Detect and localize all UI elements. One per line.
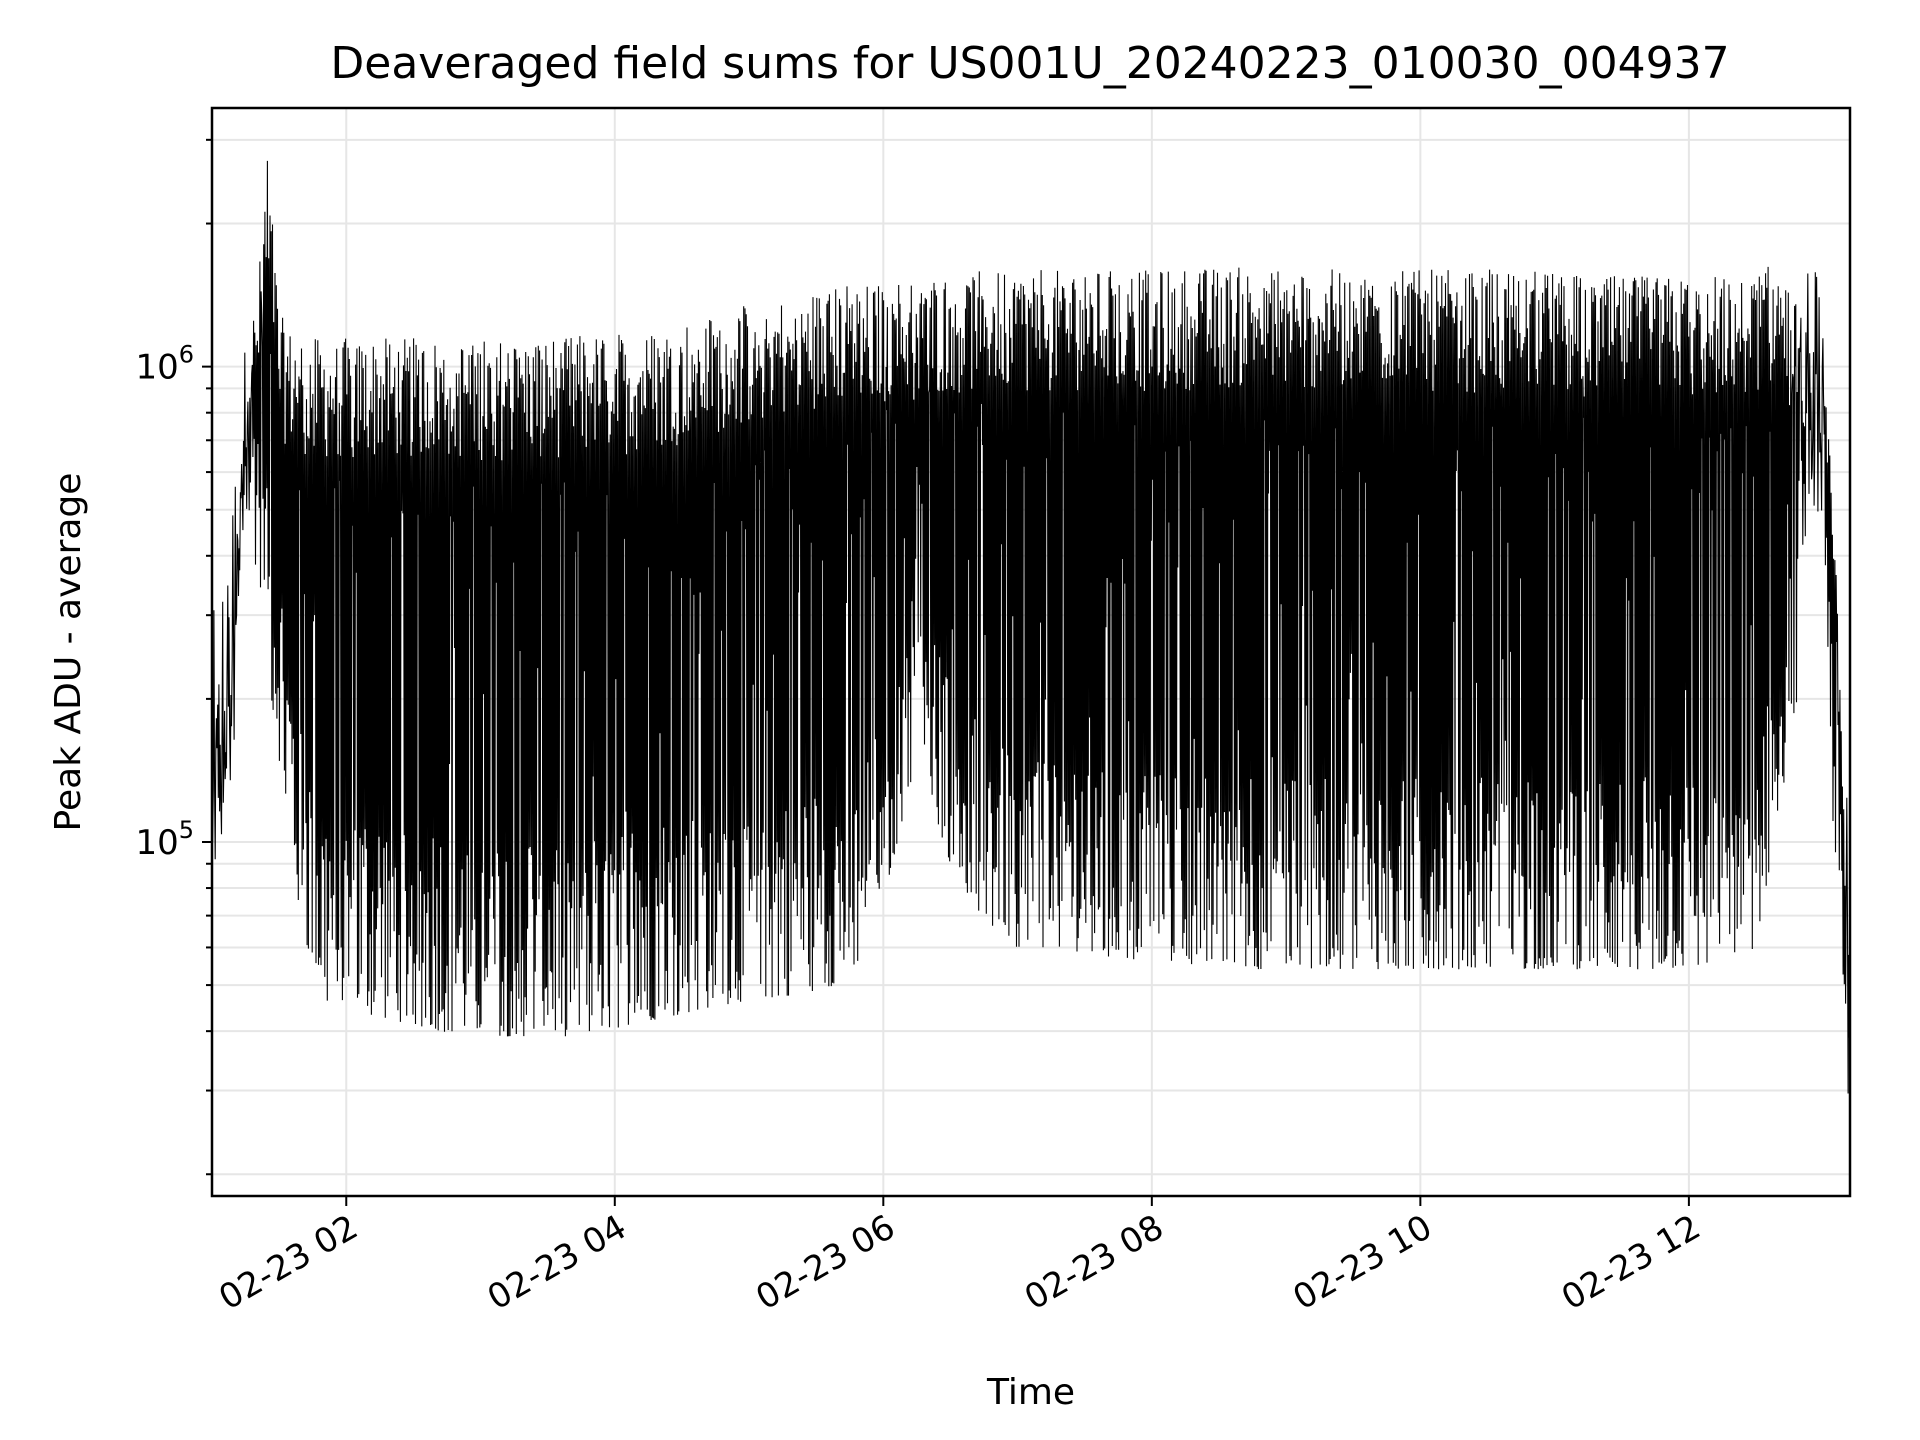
data-series — [211, 160, 1851, 1094]
series-line — [211, 160, 1851, 1094]
y-tick-label: 106 — [135, 341, 194, 388]
plot-frame — [210, 106, 1852, 1198]
y-axis-label: Peak ADU - average — [48, 473, 89, 832]
chart-title: Deaveraged field sums for US001U_2024022… — [330, 38, 1729, 89]
y-tick-label: 105 — [135, 816, 194, 863]
x-axis-label: Time — [986, 1372, 1075, 1413]
y-axis: 105 106 — [135, 138, 212, 1176]
